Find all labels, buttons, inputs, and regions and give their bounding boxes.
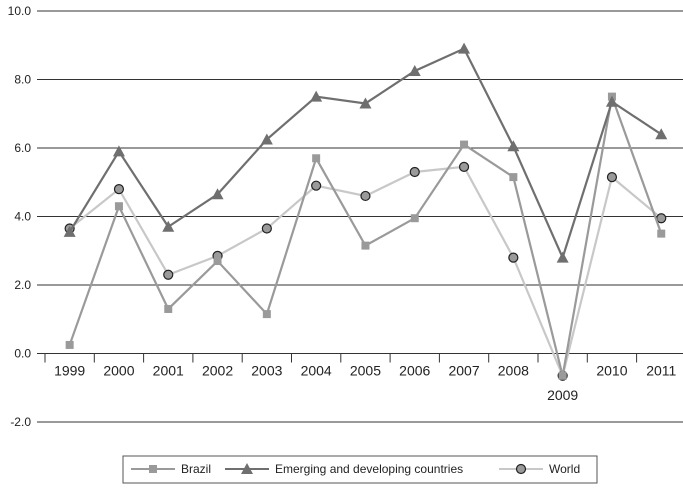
series-brazil bbox=[65, 92, 666, 380]
x-tick-label: 2003 bbox=[251, 363, 282, 379]
legend-label: Brazil bbox=[181, 462, 211, 476]
x-tick-label: 2009 bbox=[547, 387, 578, 403]
x-tick-label: 1999 bbox=[54, 363, 85, 379]
data-point bbox=[408, 64, 421, 76]
data-point bbox=[605, 95, 618, 107]
data-point bbox=[556, 251, 569, 263]
data-point bbox=[164, 304, 173, 313]
data-point bbox=[262, 310, 271, 319]
series-world bbox=[64, 161, 667, 381]
grid-lines bbox=[37, 10, 683, 423]
data-point bbox=[460, 140, 469, 149]
data-point bbox=[261, 223, 272, 234]
legend-item: Brazil bbox=[131, 462, 211, 476]
data-point bbox=[162, 220, 175, 232]
data-point bbox=[211, 188, 224, 200]
y-tick-label: 0.0 bbox=[14, 347, 31, 361]
x-tick-label: 2008 bbox=[498, 363, 529, 379]
series-line bbox=[68, 47, 662, 261]
y-tick-label: -2.0 bbox=[10, 415, 31, 429]
legend-label: World bbox=[549, 462, 580, 476]
legend-marker bbox=[515, 463, 527, 475]
data-point bbox=[312, 154, 321, 163]
y-tick-label: 4.0 bbox=[14, 210, 31, 224]
legend-item: Emerging and developing countries bbox=[225, 462, 463, 476]
x-tick-label: 2010 bbox=[596, 363, 627, 379]
legend-marker bbox=[149, 465, 157, 473]
x-axis: 1999 2000 2001 2002 2003 2004 2005 2006 2007 2008… bbox=[44, 353, 677, 403]
data-point bbox=[311, 180, 322, 191]
data-point bbox=[655, 128, 668, 140]
series-layer bbox=[63, 42, 668, 381]
legend-item: World bbox=[499, 462, 580, 476]
y-tick-label: 2.0 bbox=[14, 278, 31, 292]
x-tick-label: 2011 bbox=[646, 363, 676, 379]
x-tick-label: 2002 bbox=[202, 363, 233, 379]
data-point bbox=[310, 90, 323, 102]
data-point bbox=[65, 340, 74, 349]
data-point bbox=[112, 145, 125, 157]
x-tick-label: 2005 bbox=[350, 363, 381, 379]
y-tick-label: 10.0 bbox=[8, 4, 32, 18]
data-point bbox=[508, 252, 519, 263]
data-point bbox=[163, 269, 174, 280]
data-point bbox=[360, 190, 371, 202]
data-point bbox=[509, 173, 518, 182]
data-point bbox=[409, 166, 420, 178]
data-point bbox=[260, 133, 273, 145]
data-point bbox=[656, 213, 667, 224]
data-point bbox=[458, 42, 471, 54]
data-point bbox=[114, 202, 123, 211]
x-tick-label: 2000 bbox=[103, 363, 134, 379]
data-point bbox=[359, 97, 372, 109]
data-point bbox=[63, 225, 76, 237]
legend-label: Emerging and developing countries bbox=[275, 462, 463, 476]
data-point bbox=[113, 184, 125, 195]
y-axis-ticks: -2.0 0.0 2.0 4.0 6.0 8.0 10.0 bbox=[8, 4, 32, 429]
data-point bbox=[410, 214, 419, 223]
data-point bbox=[558, 371, 567, 380]
data-point bbox=[657, 229, 666, 238]
x-tick-label: 2007 bbox=[448, 363, 479, 379]
y-tick-label: 8.0 bbox=[14, 73, 31, 87]
y-tick-label: 6.0 bbox=[14, 141, 31, 155]
legend: Brazil Emerging and developing countries W… bbox=[122, 455, 598, 484]
data-point bbox=[458, 161, 470, 172]
data-point bbox=[606, 172, 618, 183]
data-point bbox=[507, 140, 520, 152]
legend-marker bbox=[241, 463, 253, 474]
data-point bbox=[361, 241, 370, 250]
x-tick-label: 2001 bbox=[153, 363, 184, 379]
x-tick-label: 2004 bbox=[301, 363, 332, 379]
data-point bbox=[213, 257, 222, 266]
x-tick-label: 2006 bbox=[399, 363, 430, 379]
series-emerging-and-developing-countries bbox=[63, 42, 668, 263]
